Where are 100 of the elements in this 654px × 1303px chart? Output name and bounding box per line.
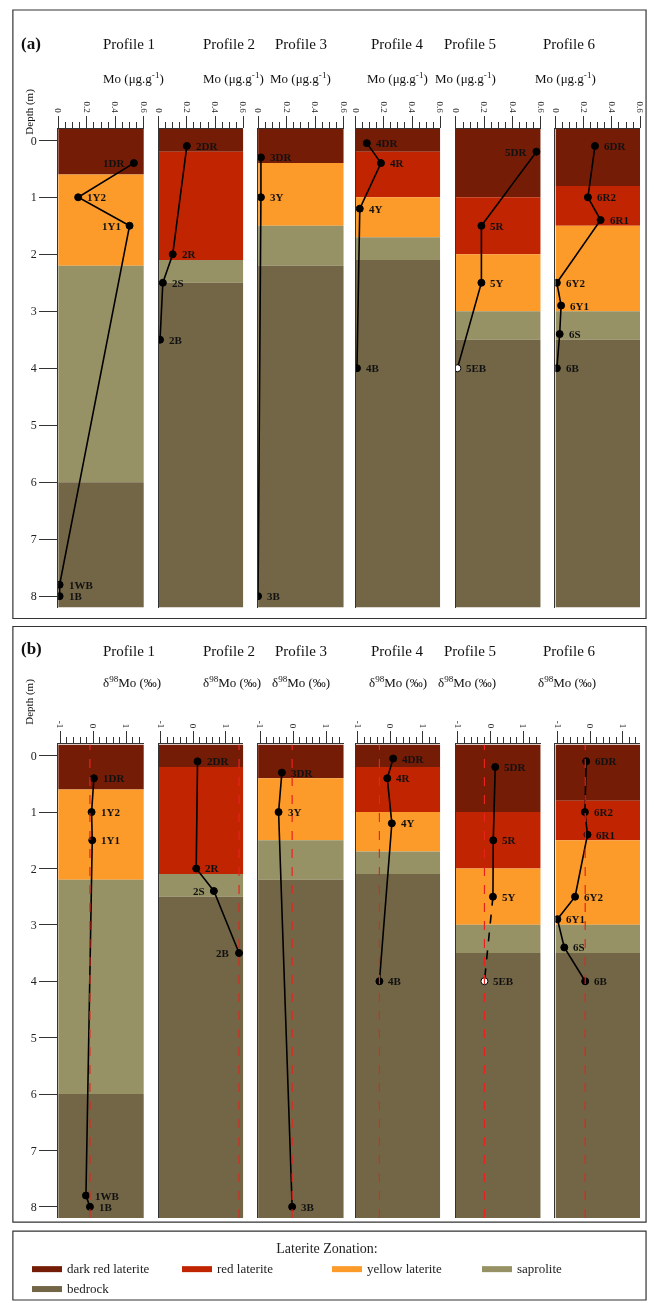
annotation: 2S — [172, 277, 184, 289]
x-tick-label: 0 — [385, 723, 396, 729]
y-tick-label: 0 — [30, 748, 37, 763]
annotation: 1B — [69, 590, 83, 602]
annotation: 2DR — [207, 755, 230, 767]
y-tick-label: 5 — [30, 1030, 37, 1045]
x-tick-label: -1 — [55, 720, 66, 729]
chart-title: Profile 1 — [103, 36, 156, 52]
x-tick-label: 0 — [88, 723, 99, 729]
y-tick-label: 1 — [30, 805, 37, 820]
annotation: 3B — [301, 1201, 315, 1213]
chart-title: Profile 2 — [203, 643, 256, 659]
chart-title: Profile 2 — [203, 36, 256, 52]
x-tick-label: 0.4 — [606, 101, 617, 114]
x-tick-label: 0 — [288, 723, 299, 729]
x-tick-label: 0 — [451, 108, 462, 114]
annotation: 2DR — [196, 140, 219, 152]
annotation: 5EB — [493, 975, 514, 987]
y-tick-label: 6 — [30, 475, 37, 490]
annotation: 1WB — [95, 1190, 120, 1202]
x-axis-title: δ$^{98}$Mo (‰) — [272, 674, 331, 691]
annotation: 1DR — [103, 772, 126, 784]
annotation: 6DR — [595, 755, 618, 767]
annotation: 1Y2 — [101, 806, 121, 818]
annotation: 4R — [390, 157, 405, 169]
annotation: 6DR — [604, 140, 627, 152]
chart-title: Profile 1 — [103, 643, 156, 659]
x-tick-label: 1 — [417, 723, 428, 729]
x-tick-label: 1 — [617, 723, 628, 729]
y-tick-label: 1 — [30, 190, 37, 205]
annotation: 6B — [594, 975, 608, 987]
annotation: 2S — [193, 885, 205, 897]
x-axis-title: Mo (μg.g$^{-1}$) — [203, 70, 264, 87]
x-tick-label: 0.2 — [578, 101, 589, 113]
x-tick-label: 0.6 — [635, 101, 646, 114]
chart-title: Profile 3 — [275, 36, 328, 52]
y-tick-label: 7 — [30, 532, 37, 547]
x-tick-label: 0.4 — [310, 101, 321, 114]
x-tick-label: 0 — [485, 723, 496, 729]
y-tick-label: 7 — [30, 1143, 37, 1158]
annotation: 1DR — [103, 157, 126, 169]
chart-title: Profile 5 — [444, 36, 497, 52]
annotation: 6R2 — [597, 191, 617, 203]
annotation: 6Y1 — [566, 913, 585, 925]
legend-label: bedrock — [67, 1281, 110, 1297]
annotation: 6R1 — [596, 829, 615, 841]
x-tick-label: 0 — [585, 723, 596, 729]
x-tick-label: 1 — [321, 723, 332, 729]
x-tick-label: 0.6 — [138, 101, 149, 114]
x-axis-title: Mo (μg.g$^{-1}$) — [270, 70, 331, 87]
annotation: 2R — [205, 862, 220, 874]
annotation: 1Y1 — [101, 834, 120, 846]
annotation: 5R — [490, 220, 505, 232]
legend-label: red laterite — [217, 1261, 274, 1277]
y-tick-label: 2 — [30, 247, 37, 262]
legend-label: yellow laterite — [367, 1261, 442, 1277]
y-tick-label: 3 — [30, 918, 37, 933]
y-tick-label: 3 — [30, 304, 37, 319]
x-tick-label: 0 — [153, 108, 164, 114]
x-axis-title: δ$^{98}$Mo (‰) — [438, 674, 497, 691]
annotation: 3Y — [288, 806, 302, 818]
annotation: 2R — [182, 248, 197, 260]
annotation: 6B — [566, 362, 580, 374]
x-tick-label: 0.2 — [479, 101, 490, 113]
x-tick-label: 0.2 — [81, 101, 92, 113]
annotation: 3DR — [270, 151, 293, 163]
annotation: 5EB — [466, 362, 487, 374]
x-tick-label: 0.2 — [181, 101, 192, 113]
x-tick-label: 1 — [221, 723, 232, 729]
chart-title: Profile 5 — [444, 643, 497, 659]
annotation: 4Y — [369, 203, 383, 215]
x-tick-label: -1 — [255, 720, 266, 729]
y-tick-label: 2 — [30, 861, 37, 876]
text: (b) — [21, 639, 42, 658]
x-axis-title: Mo (μg.g$^{-1}$) — [103, 70, 164, 87]
annotation: 2B — [216, 947, 230, 959]
y-axis-title: Depth (m) — [22, 678, 36, 725]
x-tick-label: -1 — [552, 720, 563, 729]
text: (a) — [21, 34, 41, 53]
annotation: 4B — [366, 362, 380, 374]
x-tick-label: 0 — [550, 108, 561, 114]
chart-title: Profile 3 — [275, 643, 328, 659]
annotation: 3DR — [291, 767, 314, 779]
x-axis-title: Mo (μg.g$^{-1}$) — [435, 70, 496, 87]
chart-title: Profile 6 — [543, 36, 596, 52]
annotation: 1B — [99, 1201, 113, 1213]
chart-title: Profile 4 — [371, 643, 424, 659]
annotation: 6Y2 — [566, 277, 586, 289]
x-tick-label: -1 — [453, 720, 464, 729]
x-axis-title: Mo (μg.g$^{-1}$) — [367, 70, 428, 87]
legend-label: dark red laterite — [67, 1261, 150, 1277]
annotation: 6S — [569, 328, 581, 340]
annotation: 4DR — [402, 753, 425, 765]
x-tick-label: 1 — [518, 723, 529, 729]
x-tick-label: 0.2 — [281, 101, 292, 113]
x-tick-label: 0.4 — [507, 101, 518, 114]
x-axis-title: δ$^{98}$Mo (‰) — [103, 674, 162, 691]
x-tick-label: 0.4 — [210, 101, 221, 114]
annotation: 1Y1 — [102, 220, 121, 232]
x-tick-label: 0.6 — [238, 101, 249, 114]
